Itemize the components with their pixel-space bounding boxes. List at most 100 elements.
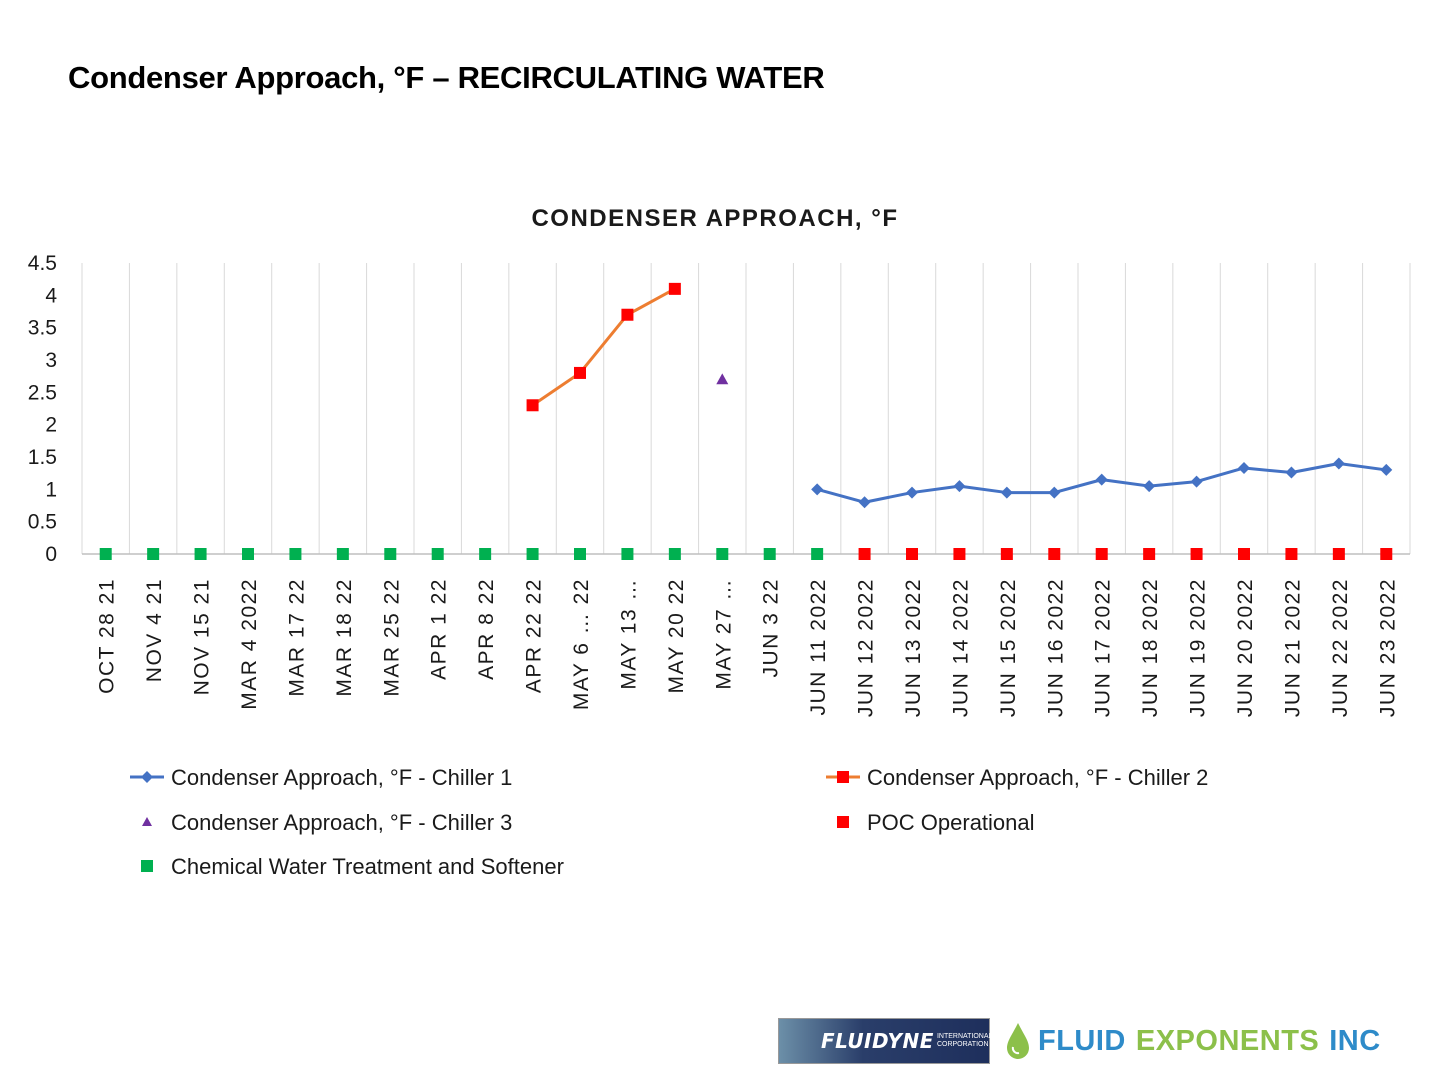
x-tick-label: JUN 18 2022	[1139, 578, 1162, 717]
legend-label: Condenser Approach, °F - Chiller 3	[171, 810, 512, 835]
y-tick-label: 1.5	[28, 446, 57, 469]
fluidyne-sub-line1: INTERNATIONAL	[936, 1033, 993, 1040]
x-tick-label: NOV 4 21	[143, 578, 166, 682]
x-tick-label: JUN 3 22	[760, 578, 783, 678]
fluidyne-logo: FLUIDYNE INTERNATIONAL CORPORATION	[778, 1018, 993, 1064]
data-point	[1238, 461, 1250, 474]
x-tick-label: JUN 12 2022	[855, 578, 878, 717]
slide-title: Condenser Approach, °F – RECIRCULATING W…	[68, 60, 825, 95]
logos: FLUIDYNE INTERNATIONAL CORPORATION FLUID…	[778, 1018, 1381, 1064]
fe-word2: EXPONENTS	[1135, 1024, 1320, 1057]
chart-title: CONDENSER APPROACH, °F	[531, 205, 898, 232]
legend-label: Condenser Approach, °F - Chiller 1	[171, 765, 512, 790]
data-point	[574, 548, 586, 560]
data-point	[574, 366, 586, 379]
data-point	[621, 548, 634, 560]
data-point	[858, 496, 871, 509]
data-point	[1285, 548, 1298, 560]
legend-item: POC Operational	[837, 810, 1035, 835]
legend-marker	[141, 771, 153, 783]
x-tick-label: JUN 13 2022	[902, 578, 925, 717]
legend-label: Chemical Water Treatment and Softener	[171, 854, 564, 879]
data-point	[526, 548, 539, 560]
data-point	[811, 483, 824, 496]
x-tick-label: APR 22 22	[523, 578, 546, 693]
legend: Condenser Approach, °F - Chiller 1 Conden…	[130, 765, 1208, 879]
data-point	[431, 548, 444, 560]
data-point	[1095, 473, 1108, 486]
legend-marker	[141, 860, 153, 872]
legend-marker	[837, 816, 849, 828]
data-point	[289, 548, 302, 560]
x-tick-label: MAY 27 …	[712, 578, 735, 690]
series-1	[526, 282, 681, 412]
data-point	[1190, 475, 1203, 488]
data-point	[953, 548, 966, 560]
data-point	[1000, 486, 1013, 499]
x-tick-label: JUN 11 2022	[807, 578, 830, 716]
data-point	[1143, 548, 1156, 560]
legend-label: POC Operational	[867, 810, 1035, 835]
x-tick-label: JUN 14 2022	[949, 578, 972, 717]
data-point	[953, 480, 966, 493]
series-line	[531, 287, 676, 407]
x-tick-label: JUN 15 2022	[997, 578, 1020, 717]
x-tick-label: MAY 6 … 22	[570, 578, 593, 710]
data-point	[716, 373, 729, 385]
x-tick-label: MAR 25 22	[380, 578, 403, 697]
x-tick-label: JUN 22 2022	[1329, 578, 1352, 717]
data-point	[1332, 548, 1345, 560]
data-point	[1190, 548, 1203, 560]
series-2	[716, 373, 729, 385]
fluid-exponents-logo: FLUID EXPONENTS INC	[1004, 1021, 1381, 1061]
series-layer	[99, 282, 1393, 560]
data-point	[99, 548, 112, 560]
x-tick-label: JUN 19 2022	[1187, 578, 1210, 717]
fe-word1: FLUID	[1038, 1024, 1126, 1057]
data-point	[1048, 486, 1061, 499]
x-tick-label: MAR 4 2022	[238, 578, 261, 710]
x-tick-label: APR 1 22	[428, 578, 451, 680]
data-point	[1332, 457, 1345, 470]
series-3	[858, 548, 1393, 560]
series-0	[811, 457, 1393, 509]
legend-marker	[142, 817, 152, 826]
data-point	[906, 548, 918, 560]
data-point	[242, 548, 254, 560]
x-tick-label: MAR 17 22	[285, 578, 308, 697]
legend-label: Condenser Approach, °F - Chiller 2	[867, 765, 1208, 790]
y-tick-label: 4.5	[28, 252, 57, 275]
condenser-approach-chart: CONDENSER APPROACH, °F 0 0.5 1 1.5 2 2.5 3 3.5 4…	[28, 205, 1411, 879]
y-tick-label: 3.5	[28, 317, 57, 340]
data-point	[1238, 548, 1250, 560]
data-point	[716, 548, 729, 560]
data-point	[479, 548, 492, 560]
data-point	[1095, 548, 1108, 560]
legend-item: Condenser Approach, °F - Chiller 3	[142, 810, 512, 835]
data-point	[1048, 548, 1061, 560]
x-tick-label: MAY 20 22	[665, 578, 688, 693]
y-tick-label: 2.5	[28, 381, 57, 404]
x-tick-label: APR 8 22	[475, 578, 498, 680]
y-tick-labels: 0 0.5 1 1.5 2 2.5 3 3.5 4 4.5	[28, 252, 58, 566]
fluidyne-sub-line2: CORPORATION	[936, 1041, 989, 1048]
x-tick-label: JUN 23 2022	[1376, 578, 1399, 717]
series-4	[99, 548, 824, 560]
fluidyne-logo-mark: FLUIDYNE	[821, 1029, 934, 1053]
data-point	[763, 548, 776, 560]
fe-word3: INC	[1329, 1024, 1381, 1057]
legend-item: Condenser Approach, °F - Chiller 2	[826, 765, 1208, 790]
legend-item: Chemical Water Treatment and Softener	[141, 854, 564, 879]
data-point	[1380, 463, 1393, 476]
data-point	[147, 548, 160, 560]
x-tick-labels: OCT 28 21 NOV 4 21 NOV 15 21 MAR 4 2022 MAR …	[96, 578, 1400, 717]
gridlines	[81, 263, 1411, 554]
x-tick-label: MAY 13 …	[617, 578, 640, 690]
fluidyne-logo-sub: INTERNATIONAL CORPORATION	[937, 1033, 993, 1049]
x-tick-label: JUN 17 2022	[1092, 578, 1115, 717]
y-tick-label: 1	[45, 478, 57, 501]
x-tick-label: NOV 15 21	[191, 578, 214, 695]
data-point	[1285, 466, 1298, 479]
y-tick-label: 3	[45, 349, 57, 372]
data-point	[858, 548, 871, 560]
